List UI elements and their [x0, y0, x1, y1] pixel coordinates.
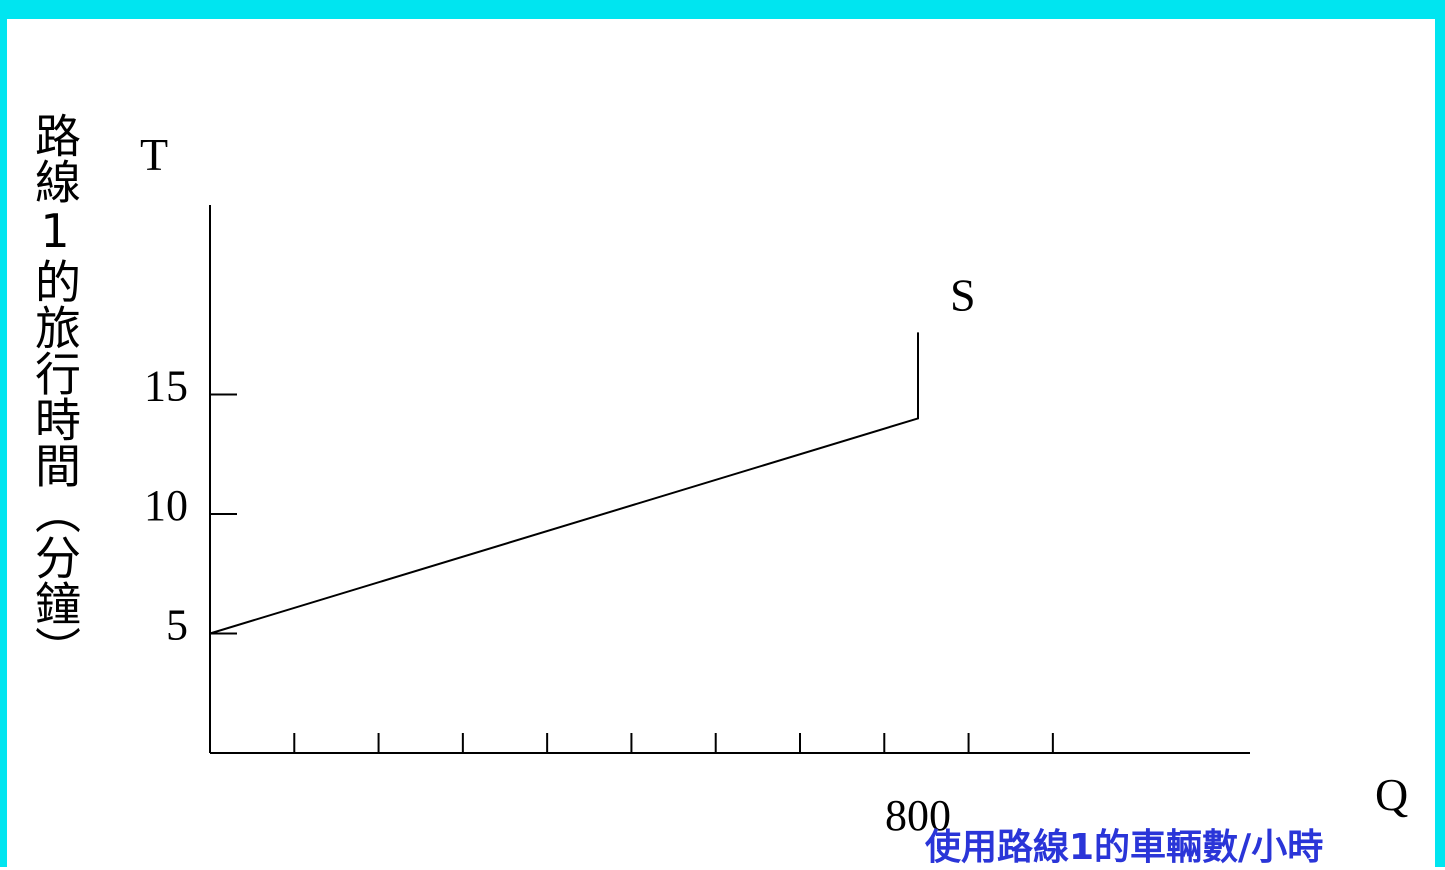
- y-axis-symbol: T: [140, 129, 169, 180]
- x-axis-symbol: Q: [1375, 769, 1409, 820]
- x-tick-label: 800: [885, 791, 951, 840]
- y-tick-label: 10: [144, 481, 188, 530]
- series-label: S: [950, 269, 976, 320]
- y-tick-label: 15: [144, 362, 188, 411]
- y-axis-label: 路線1的旅行時間（分鐘）: [28, 112, 82, 672]
- y-tick-label: 5: [166, 601, 188, 650]
- series-line: [209, 332, 919, 635]
- x-axis-label: 使用路線1的車輛數/小時: [925, 827, 1324, 868]
